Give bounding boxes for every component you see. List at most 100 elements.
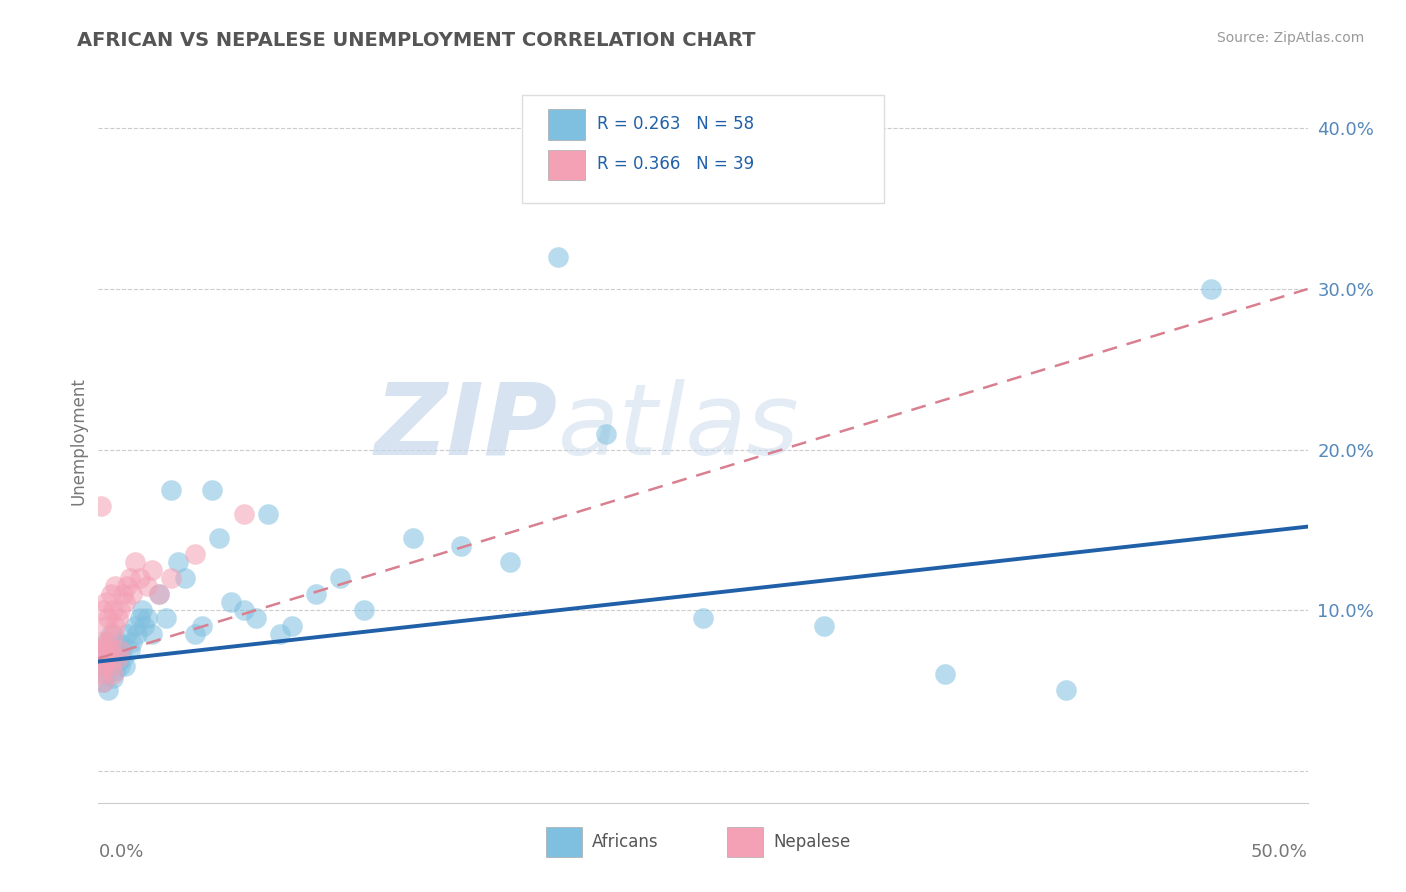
Point [100,643,122,657]
Point [91,659,114,673]
Point [160,571,183,585]
Point [934,667,956,681]
Point [118,571,141,585]
Point [221,595,243,609]
Point [232,507,254,521]
Bar [546,827,582,857]
FancyBboxPatch shape [522,95,884,203]
Point [232,603,254,617]
Point [134,619,156,633]
Point [353,603,375,617]
Point [90,648,112,662]
Text: 0.0%: 0.0% [98,843,143,861]
Point [94,639,117,653]
Point [91,603,114,617]
Text: Source: ZipAtlas.com: Source: ZipAtlas.com [1216,31,1364,45]
Point [813,619,835,633]
Text: AFRICAN VS NEPALESE UNEMPLOYMENT CORRELATION CHART: AFRICAN VS NEPALESE UNEMPLOYMENT CORRELA… [77,31,756,50]
Point [97,643,120,657]
Point [191,619,214,633]
Point [104,619,127,633]
Text: ZIP: ZIP [375,378,558,475]
Point [201,483,224,497]
Point [100,659,122,673]
Point [141,627,163,641]
Point [141,563,163,577]
Point [1199,282,1222,296]
Point [117,579,139,593]
Point [111,587,134,601]
Point [281,619,304,633]
Point [94,635,117,649]
Point [167,555,190,569]
Bar [548,150,585,180]
Point [91,675,114,690]
Point [108,643,131,657]
Point [184,547,207,561]
Text: Nepalese: Nepalese [773,833,851,851]
Point [160,483,183,497]
Point [107,611,129,625]
Point [148,587,170,601]
Point [450,539,472,553]
Point [245,611,267,625]
Point [91,675,114,690]
Bar [727,827,763,857]
Text: Africans: Africans [592,833,658,851]
Point [101,627,124,641]
Point [127,627,149,641]
Point [90,499,112,513]
Point [97,683,120,698]
Point [155,611,177,625]
Point [108,603,131,617]
Point [208,531,231,545]
Point [94,667,117,681]
Point [97,611,120,625]
Point [101,671,124,685]
Point [90,659,112,673]
Point [97,635,120,649]
Point [148,587,170,601]
Point [498,555,520,569]
Point [100,587,122,601]
Point [121,587,143,601]
Point [90,667,112,681]
Point [174,571,197,585]
Point [97,651,120,665]
Point [269,627,291,641]
Point [131,603,153,617]
Text: atlas: atlas [558,378,800,475]
Point [104,579,127,593]
Point [107,655,129,669]
Point [128,611,150,625]
Point [135,579,157,593]
Point [128,571,150,585]
Point [595,426,617,441]
Y-axis label: Unemployment: Unemployment [69,377,87,506]
Bar [548,109,585,139]
Point [329,571,352,585]
Point [90,635,112,649]
Point [107,635,129,649]
Point [108,648,131,662]
Point [124,619,146,633]
Point [101,667,124,681]
Point [117,627,139,641]
Point [101,603,124,617]
Point [104,664,127,678]
Point [124,555,146,569]
Point [104,643,127,657]
Text: R = 0.366   N = 39: R = 0.366 N = 39 [596,155,754,173]
Point [94,619,117,633]
Point [402,531,425,545]
Text: 50.0%: 50.0% [1251,843,1308,861]
Point [121,635,143,649]
Point [91,643,114,657]
Point [111,651,134,665]
Point [1054,683,1077,698]
Point [100,627,122,641]
Point [135,611,157,625]
Point [94,655,117,669]
Point [111,639,134,653]
Point [692,611,714,625]
